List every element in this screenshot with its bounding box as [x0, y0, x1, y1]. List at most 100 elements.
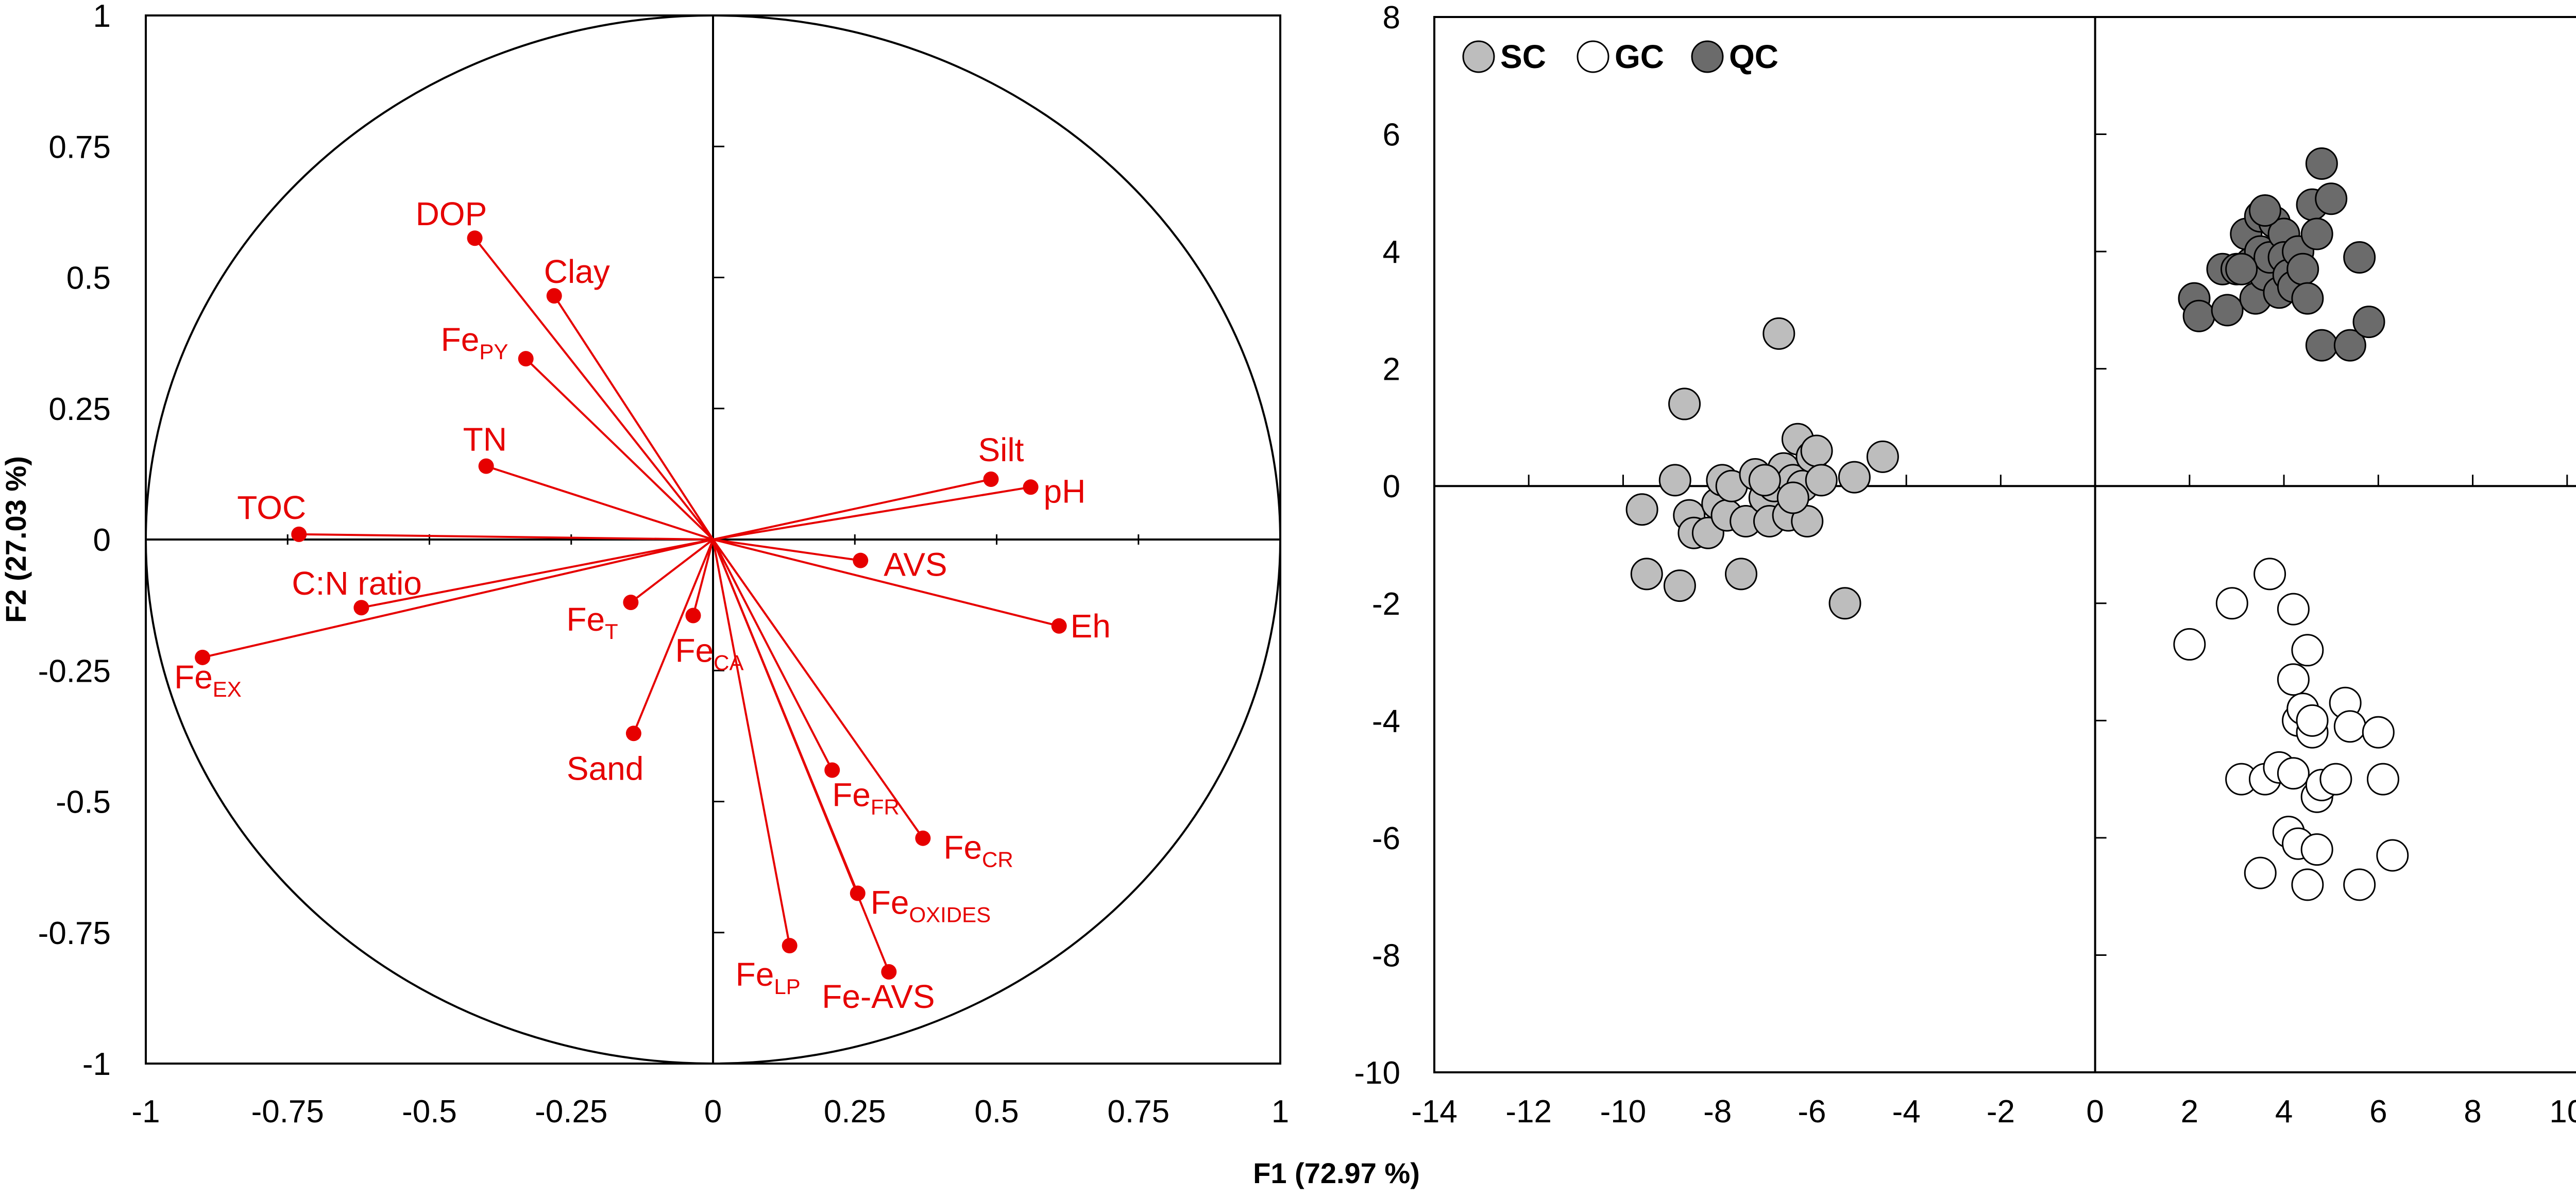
point-sc	[1748, 464, 1781, 497]
vector-sand	[633, 539, 714, 734]
vector-point-fet	[623, 595, 639, 611]
right-plot-frame	[1433, 16, 2576, 1073]
vector-tn	[485, 465, 714, 541]
point-qc	[2315, 182, 2348, 215]
left-x-tick-label: -0.5	[402, 1094, 457, 1130]
vector-label-c-n-ratio: C:N ratio	[292, 565, 422, 602]
point-gc	[2319, 763, 2352, 796]
left-x-tick-label: -0.75	[251, 1094, 324, 1130]
vector-point-fe-avs	[881, 964, 897, 980]
right-x-tick-label: 4	[2275, 1094, 2293, 1130]
vector-label-eh: Eh	[1071, 608, 1111, 645]
point-gc	[2343, 868, 2376, 901]
left-x-tick-label: 0.25	[824, 1094, 886, 1130]
right-y-tick-label: 8	[1383, 0, 1400, 36]
right-x-tick-label: 6	[2369, 1094, 2387, 1130]
point-gc	[2291, 868, 2324, 901]
right-x-tick-label: -10	[1600, 1094, 1647, 1130]
left-x-tick-labels: -1 -0.75 -0.5 -0.25 0 0.25 0.5 0.75 1	[131, 1094, 1289, 1130]
right-y-tick-labels: 8 6 4 2 0 -2 -4 -6 -8 -10	[1354, 0, 1400, 1091]
left-y-tick-label: -0.25	[38, 653, 111, 689]
vector-label-feex: FeEX	[174, 659, 242, 701]
left-axis-ticks	[286, 145, 1140, 934]
point-gc	[2173, 628, 2206, 661]
vector-point-fepy	[518, 351, 534, 367]
y-axis-title: F2 (27.03 %)	[0, 456, 32, 623]
vector-label-fe-avs: Fe-AVS	[822, 978, 935, 1015]
point-gc	[2277, 757, 2310, 790]
right-y-tick-label: -2	[1372, 586, 1400, 622]
left-y-tick-label: 0	[93, 523, 111, 558]
right-x-tick-label: -8	[1703, 1094, 1732, 1130]
point-gc	[2362, 716, 2395, 749]
point-gc	[2333, 710, 2366, 743]
vector-fepy	[525, 358, 714, 541]
x-axis-title: F1 (72.97 %)	[1253, 1157, 1420, 1189]
vector-label-silt: Silt	[978, 431, 1024, 468]
vector-label-fepy: FePY	[441, 321, 509, 364]
left-x-tick-label: -1	[131, 1094, 160, 1130]
right-y-tick-label: 6	[1383, 117, 1400, 153]
vector-ph	[713, 486, 1031, 541]
point-gc	[2366, 763, 2399, 796]
vector-dop	[474, 237, 714, 541]
legend-label-sc: SC	[1500, 38, 1546, 75]
left-x-tick-label: 0.75	[1107, 1094, 1170, 1130]
right-y-tick-label: -8	[1372, 938, 1400, 973]
point-sc	[1805, 464, 1838, 497]
vector-toc	[299, 533, 714, 541]
vector-eh	[713, 538, 1060, 627]
right-x-tick-label: 0	[2086, 1094, 2104, 1130]
point-sc	[1776, 481, 1809, 514]
point-qc	[2286, 252, 2319, 285]
vector-label-ph: pH	[1044, 473, 1086, 510]
left-y-tick-label: 0.75	[48, 129, 111, 165]
right-y-tick-label: 2	[1383, 352, 1400, 388]
left-y-tick-labels: 1 0.75 0.5 0.25 0 -0.25 -0.5 -0.75 -1	[38, 0, 111, 1082]
legend-marker-gc	[1577, 40, 1609, 73]
left-x-tick-label: 1	[1272, 1094, 1289, 1130]
left-x-tick-label: -0.25	[535, 1094, 607, 1130]
left-y-tick-label: -1	[82, 1047, 111, 1082]
left-x-tick-label: 0	[704, 1094, 722, 1130]
point-sc	[1625, 493, 1658, 526]
point-sc	[1630, 558, 1663, 591]
right-x-tick-label: -14	[1411, 1094, 1458, 1130]
point-gc	[2300, 833, 2333, 866]
left-y-tick-label: -0.75	[38, 916, 111, 951]
vector-point-feca	[685, 608, 701, 624]
right-x-tick-label: -4	[1892, 1094, 1921, 1130]
point-gc	[2244, 856, 2277, 889]
point-qc	[2300, 217, 2333, 250]
vector-fe-avs	[712, 539, 890, 972]
right-x-tick-label: 8	[2464, 1094, 2481, 1130]
point-qc	[2352, 306, 2385, 339]
point-gc	[2277, 593, 2310, 626]
right-axis-ticks	[1528, 133, 2568, 956]
left-y-tick-label: 0.5	[66, 261, 111, 296]
point-sc	[1762, 317, 1795, 350]
legend-label-gc: GC	[1615, 38, 1664, 75]
point-gc	[2277, 663, 2310, 696]
right-x-tick-label: -12	[1505, 1094, 1552, 1130]
point-gc	[2253, 558, 2286, 591]
vector-feca	[692, 539, 714, 616]
vector-label-fet: FeT	[566, 601, 618, 644]
vector-clay	[553, 295, 714, 541]
vector-c-n-ratio	[361, 538, 714, 609]
point-qc	[2291, 282, 2324, 315]
vector-point-toc	[291, 526, 307, 542]
point-sc	[1800, 434, 1833, 467]
vector-fecr	[712, 538, 924, 839]
vector-point-avs	[853, 552, 869, 568]
vector-point-c-n-ratio	[353, 600, 369, 616]
variable-vectors: DOP Clay FePY TN TOC C:N ratio FeEX FeT FeCA Sand…	[174, 195, 1111, 1015]
right-x-tick-label: -2	[1987, 1094, 2015, 1130]
right-y-tick-label: 0	[1383, 469, 1400, 504]
vector-label-sand: Sand	[567, 750, 643, 787]
legend-marker-qc	[1691, 40, 1724, 73]
vector-label-felp: FeLP	[736, 956, 801, 999]
vector-point-feex	[195, 649, 211, 665]
observations-scatter-panel: -14-12-10-8-6-4-2024681012 86420-2-4-6-8…	[1354, 0, 2576, 1130]
